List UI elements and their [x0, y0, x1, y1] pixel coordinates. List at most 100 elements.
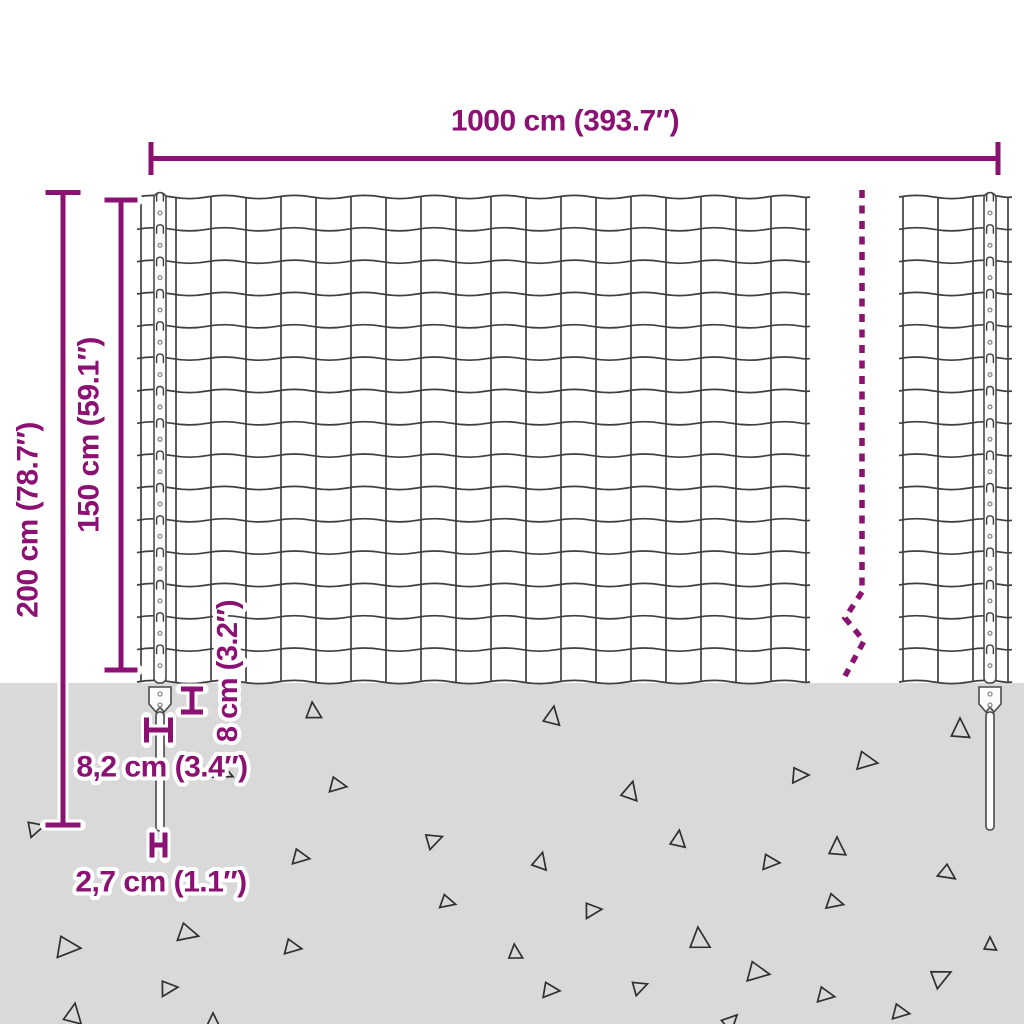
post-hole	[987, 501, 993, 507]
post-hole	[987, 210, 993, 216]
post-hole	[157, 663, 163, 669]
dimension-label-width: 1000 cm (393.7″)	[451, 105, 679, 138]
ground-triangle	[585, 902, 604, 921]
dimension-line	[104, 197, 138, 673]
ground-texture	[27, 700, 998, 1024]
mesh-horizontal-wire	[898, 582, 1013, 588]
ground-triangle	[791, 766, 811, 785]
wire-clip	[985, 288, 995, 299]
wire-clip	[155, 612, 165, 622]
ground-triangle	[891, 1002, 912, 1021]
mesh-horizontal-wire	[898, 647, 1013, 653]
ground-triangle	[206, 1011, 220, 1024]
ground-triangle	[541, 704, 561, 727]
mesh-horizontal-wire	[136, 388, 811, 394]
mesh-horizontal-wire	[136, 582, 811, 588]
post-hole	[987, 630, 993, 636]
anchor-plate-hole	[157, 702, 163, 708]
post-hole	[157, 210, 163, 216]
ground-triangle	[982, 935, 998, 951]
ground-triangle	[424, 833, 445, 852]
ground-triangle	[855, 750, 880, 771]
dimension-label-spike-width: 2,7 cm (1.1″)	[75, 866, 246, 899]
post-hole	[987, 372, 993, 378]
mesh-horizontal-wire	[898, 259, 1013, 265]
wire-clip	[985, 482, 995, 493]
ground-triangle	[305, 700, 324, 719]
anchor-plate-hole	[987, 702, 993, 708]
anchor-plate-hole	[987, 691, 993, 697]
post-hole	[157, 598, 163, 604]
post-hole	[987, 339, 993, 345]
mesh-horizontal-wire	[898, 388, 1013, 394]
ground-triangle	[62, 1001, 83, 1024]
mesh-horizontal-wire	[898, 194, 1013, 200]
mesh-horizontal-wire	[136, 550, 811, 556]
dimension-width-line	[148, 142, 1001, 175]
wire-clip	[985, 612, 995, 622]
ground-triangle	[668, 828, 687, 849]
wire-clip	[985, 191, 995, 202]
ground-triangle	[950, 716, 972, 739]
mesh-horizontal-wire	[136, 356, 811, 362]
wire-clip	[155, 224, 165, 234]
fence-post-left	[148, 191, 172, 832]
fence-illustration	[0, 142, 1024, 1024]
post-hole	[987, 663, 993, 669]
mesh-horizontal-wire	[136, 420, 811, 426]
post-hole	[157, 372, 163, 378]
post-hole	[987, 566, 993, 572]
ground-triangle	[291, 847, 312, 866]
ground-triangle	[328, 775, 349, 794]
post-hole	[987, 436, 993, 442]
mesh-horizontal-wire	[136, 453, 811, 459]
dimension-mesh-height-line	[99, 194, 143, 676]
ground-spike	[985, 711, 995, 831]
post-hole	[157, 404, 163, 410]
mesh-horizontal-wire	[136, 194, 811, 200]
post-hole	[157, 307, 163, 313]
post-hole	[987, 404, 993, 410]
dimension-line	[148, 142, 1001, 175]
wire-clip	[155, 353, 165, 364]
ground-triangle	[211, 761, 235, 778]
mesh-horizontal-wire	[898, 517, 1013, 523]
mesh-horizontal-wire	[136, 259, 811, 265]
dimension-label-mesh-height: 150 cm (59.1″)	[73, 337, 106, 533]
dimension-anchor-height-marker	[175, 683, 209, 718]
ground-triangle	[530, 850, 548, 872]
ground-triangle	[619, 779, 638, 803]
wire-clip	[155, 191, 165, 202]
wire-clip	[155, 579, 165, 590]
wire-clip	[155, 515, 165, 525]
mesh-panel-left	[136, 194, 811, 685]
wire-clip	[155, 482, 165, 493]
wire-clip	[155, 385, 165, 396]
post-hole	[157, 501, 163, 507]
mesh-horizontal-wire	[136, 291, 811, 297]
wire-clip	[155, 644, 165, 655]
post-hole	[157, 533, 163, 539]
wire-clip	[155, 321, 165, 331]
ground-triangle	[161, 980, 180, 999]
dimension-line	[181, 686, 203, 715]
wire-clip	[155, 418, 165, 428]
ground-triangle	[176, 921, 201, 942]
ground-triangle	[438, 893, 458, 909]
ground-triangle	[631, 981, 650, 998]
post-hole	[157, 469, 163, 475]
dimension-line	[45, 190, 81, 828]
ground-triangle	[507, 942, 525, 959]
post-hole	[987, 275, 993, 281]
ground-triangle	[935, 862, 957, 880]
wire-clip	[155, 288, 165, 299]
post-hole	[987, 598, 993, 604]
wire-clip	[985, 321, 995, 331]
wire-clip	[985, 418, 995, 428]
post-hole	[157, 630, 163, 636]
wire-clip	[155, 547, 165, 558]
wire-clip	[985, 644, 995, 655]
mesh-horizontal-wire	[898, 291, 1013, 297]
wire-clip	[155, 450, 165, 461]
